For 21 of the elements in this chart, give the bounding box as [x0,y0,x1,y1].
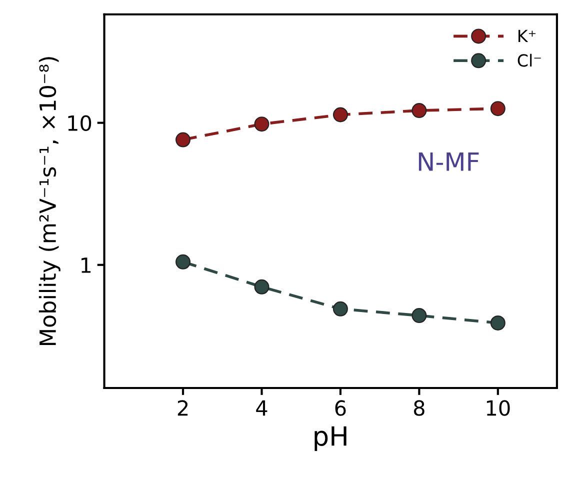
point [412,308,427,324]
x-tick-label: 4 [256,400,268,416]
annotation: N-MF [418,152,479,171]
point [332,301,348,316]
x-tick-label: 10 [486,400,510,416]
legend-label: Cl⁻ [518,54,541,67]
point [490,315,506,330]
point [176,132,191,148]
legend-label: K⁺ [518,30,536,42]
point [254,279,270,294]
point [412,103,427,118]
x-tick-label: 2 [178,400,188,416]
x-tick-label: 8 [414,400,424,416]
y-tick-label: 1 [82,258,91,273]
point [254,116,270,132]
x-tick-label: 6 [335,400,346,416]
point [176,254,191,270]
point [490,101,506,116]
x-axis-title: pH [314,426,346,452]
y-axis-title: Mobility (m²V⁻¹s⁻¹, ×10⁻⁸) [38,57,60,345]
point [332,107,348,122]
